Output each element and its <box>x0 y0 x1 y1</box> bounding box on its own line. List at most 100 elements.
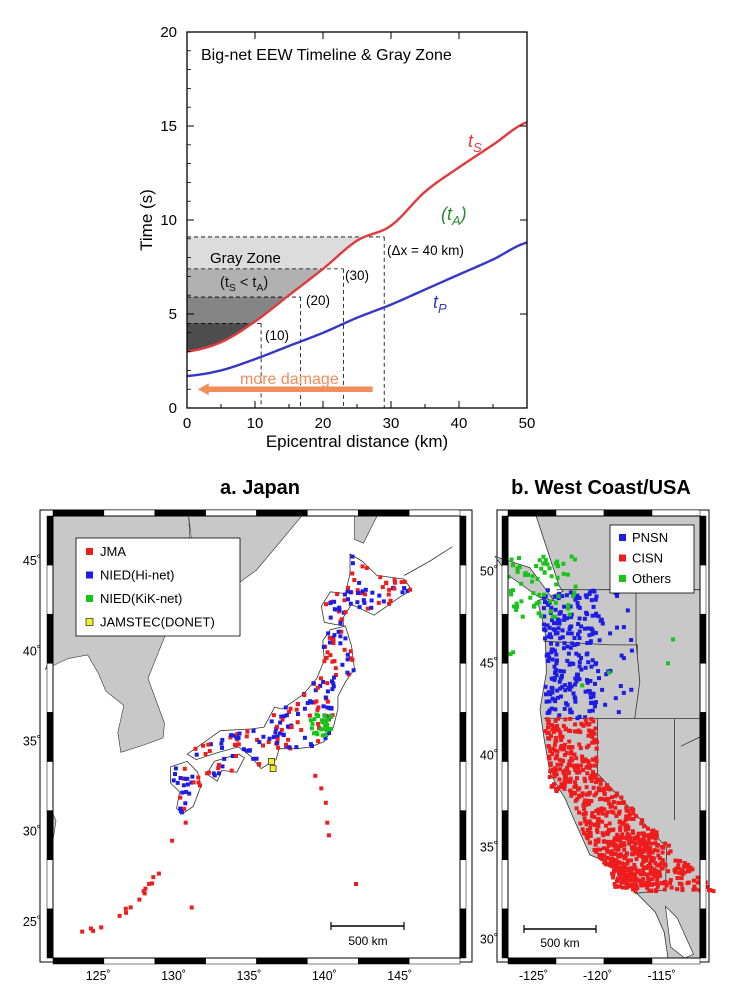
station-pnsn <box>568 707 573 712</box>
station-jma <box>234 754 238 758</box>
station-pnsn <box>553 707 558 712</box>
us-frame-segment <box>699 663 707 713</box>
station-hinet <box>332 633 337 638</box>
station-cisn <box>596 847 601 852</box>
station-cisn <box>630 847 635 852</box>
station-hinet <box>361 598 366 603</box>
station-cisn <box>559 743 564 748</box>
station-cisn <box>584 802 589 806</box>
station-kiknet <box>309 726 314 731</box>
station-jma <box>142 891 147 896</box>
station-cisn <box>610 857 615 862</box>
station-cisn <box>656 874 661 879</box>
series-label-tS: tS <box>468 131 482 155</box>
station-hinet <box>323 695 328 700</box>
station-jma <box>182 766 187 771</box>
station-cisn <box>649 855 654 860</box>
station-cisn <box>628 836 633 840</box>
station-pnsn <box>600 621 605 626</box>
station-cisn <box>573 722 577 727</box>
station-hinet <box>211 771 216 776</box>
station-cisn <box>662 887 667 892</box>
station-jma <box>244 734 249 739</box>
station-cisn <box>545 717 550 722</box>
station-jma <box>313 773 318 778</box>
station-pnsn <box>558 676 563 681</box>
station-hinet <box>405 588 410 593</box>
station-others <box>526 572 531 577</box>
station-cisn <box>562 786 567 791</box>
station-kiknet <box>312 731 316 736</box>
station-pnsn <box>564 593 569 598</box>
station-jma <box>117 913 122 918</box>
station-jma <box>196 780 201 785</box>
station-cisn <box>613 884 618 889</box>
station-hinet <box>327 640 332 645</box>
us-frame-segment <box>501 613 509 664</box>
station-others <box>523 572 527 577</box>
station-pnsn <box>593 681 597 686</box>
station-hinet <box>261 734 266 739</box>
us-legend-swatch <box>619 554 626 562</box>
station-jma <box>384 581 389 586</box>
station-jma <box>284 742 288 747</box>
station-hinet <box>357 605 362 610</box>
station-cisn <box>645 872 650 877</box>
station-cisn <box>612 836 617 841</box>
station-cisn <box>652 848 657 853</box>
gray-zone-label: Gray Zone <box>210 250 281 267</box>
station-others <box>666 661 670 666</box>
station-cisn <box>653 841 658 846</box>
station-cisn <box>583 819 588 824</box>
station-hinet <box>326 631 331 636</box>
station-cisn <box>552 774 557 779</box>
station-cisn <box>595 829 600 834</box>
us-lon-tick-label: -125˚ <box>519 969 548 983</box>
station-pnsn <box>552 697 557 702</box>
us-frame-segment <box>501 859 509 910</box>
station-jma <box>392 586 397 591</box>
station-jma <box>203 752 208 756</box>
station-cisn <box>552 782 556 787</box>
station-cisn <box>650 867 655 872</box>
station-cisn <box>605 849 610 854</box>
us-frame-segment <box>501 564 509 615</box>
station-pnsn <box>589 701 593 705</box>
station-pnsn <box>558 669 563 673</box>
station-cisn <box>640 855 645 860</box>
japan-legend-label: NIED(KiK-net) <box>100 591 182 606</box>
station-pnsn <box>569 631 574 636</box>
station-others <box>511 588 516 593</box>
station-cisn <box>634 814 639 819</box>
station-others <box>537 592 542 597</box>
station-jma <box>325 820 330 825</box>
station-cisn <box>630 874 635 879</box>
us-frame-segment <box>555 957 605 965</box>
station-hinet <box>171 778 176 783</box>
station-cisn <box>615 879 619 884</box>
station-jma <box>80 929 85 934</box>
station-hinet <box>173 772 177 776</box>
station-cisn <box>577 810 582 815</box>
station-jma <box>147 881 152 886</box>
station-jma <box>387 587 392 592</box>
station-others <box>569 554 574 559</box>
japan-frame-segment <box>46 663 54 713</box>
station-cisn <box>572 752 577 757</box>
station-jma <box>128 905 133 910</box>
us-map-title: b. West Coast/USA <box>511 477 691 499</box>
station-pnsn <box>555 621 560 626</box>
station-cisn <box>612 844 617 849</box>
station-cisn <box>623 865 628 870</box>
station-cisn <box>552 742 557 747</box>
station-hinet <box>323 736 328 741</box>
station-cisn <box>639 850 644 855</box>
station-cisn <box>596 788 601 793</box>
station-pnsn <box>570 641 575 646</box>
station-pnsn <box>558 610 563 615</box>
station-cisn <box>582 807 587 812</box>
station-cisn <box>593 822 598 827</box>
station-jma <box>323 800 328 805</box>
station-cisn <box>574 756 579 761</box>
station-cisn <box>615 863 620 868</box>
